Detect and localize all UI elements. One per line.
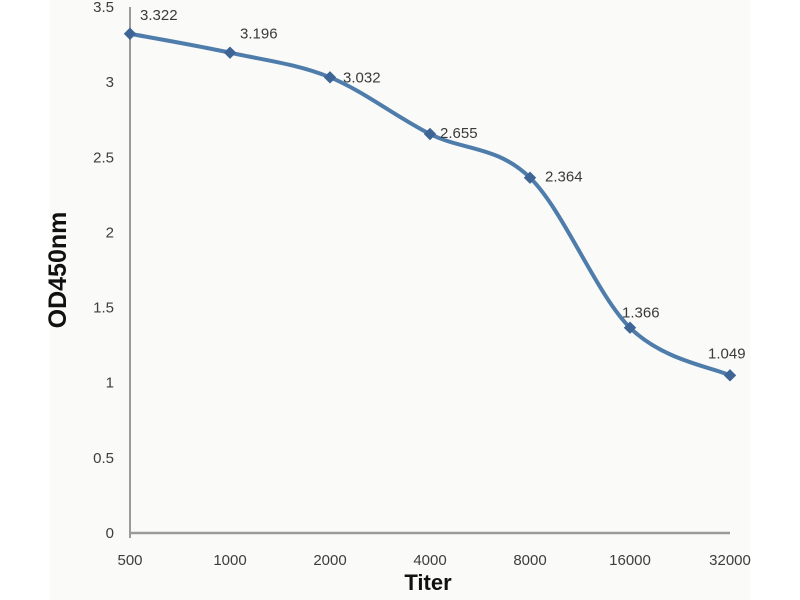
x-tick-label: 2000 <box>313 552 346 569</box>
x-tick-label: 32000 <box>709 552 751 569</box>
data-point-label: 1.049 <box>708 345 746 362</box>
y-tick-label: 0.5 <box>93 450 114 467</box>
x-tick-label: 1000 <box>213 552 246 569</box>
data-point-marker <box>723 369 737 382</box>
x-tick-label: 4000 <box>413 552 446 569</box>
y-tick-label: 1.5 <box>93 300 114 317</box>
data-point-label: 2.655 <box>440 125 478 142</box>
data-point-label: 3.032 <box>343 69 381 86</box>
data-point-marker <box>323 71 337 84</box>
y-tick-label: 3.5 <box>93 0 114 16</box>
y-axis-title: OD450nm <box>44 212 72 329</box>
data-point-label: 2.364 <box>545 169 583 186</box>
data-point-marker <box>623 321 637 334</box>
data-point-label: 3.322 <box>140 7 178 24</box>
plot-area: 0 0.5 1 1.5 2 2.5 3 3.5 500 1000 2000 4000 8000 16000… <box>93 0 751 569</box>
x-axis-title: Titer <box>404 570 452 595</box>
data-point-marker <box>423 127 437 141</box>
data-point-label: 3.196 <box>240 26 278 43</box>
y-tick-label: 0 <box>106 525 114 542</box>
data-point-marker <box>523 171 537 184</box>
data-point-label: 1.366 <box>622 305 660 322</box>
data-point-marker <box>223 46 237 59</box>
chart-background <box>50 0 750 600</box>
x-tick-label: 500 <box>117 552 142 569</box>
y-tick-label: 3 <box>106 74 114 91</box>
x-tick-label: 16000 <box>609 552 651 569</box>
data-point-marker <box>123 27 137 40</box>
y-tick-label: 2.5 <box>93 149 114 166</box>
y-tick-label: 2 <box>106 224 114 241</box>
y-tick-label: 1 <box>106 375 114 392</box>
x-tick-label: 8000 <box>513 552 546 569</box>
